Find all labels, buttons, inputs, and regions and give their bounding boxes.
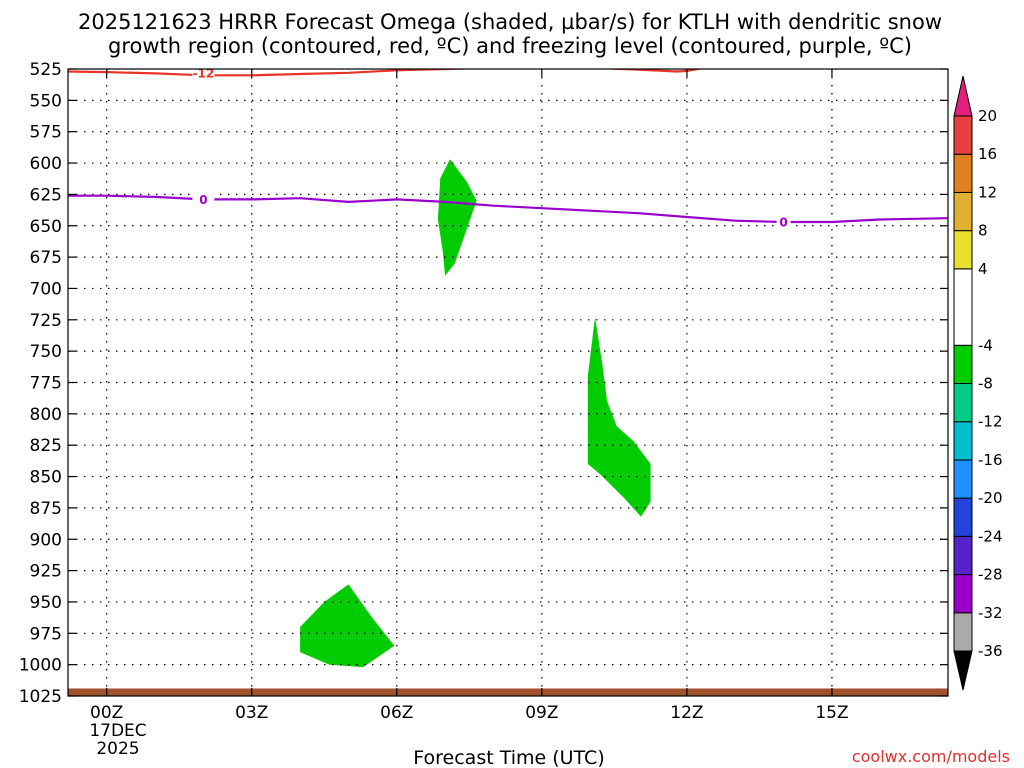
- colorbar-label--28: -28: [978, 566, 1003, 584]
- freezing-level-label-2: 0: [779, 215, 787, 229]
- colorbar-label-16: 16: [978, 145, 997, 163]
- colorbar-bin--8-to--4: [953, 344, 973, 384]
- y-tick-label-550: 550: [30, 91, 62, 111]
- x-axis-date-line-1: 17DEC: [89, 721, 146, 741]
- colorbar-bin--32-to--28: [953, 574, 973, 614]
- x-axis-title: Forecast Time (UTC): [413, 747, 604, 768]
- y-tick-label-1025: 1025: [19, 687, 62, 707]
- colorbar-top-triangle: [953, 75, 973, 117]
- colorbar-label--8: -8: [978, 375, 993, 393]
- y-tick-label-675: 675: [30, 248, 62, 268]
- x-tick-label-12Z: 12Z: [670, 703, 703, 723]
- y-tick-label-775: 775: [30, 374, 62, 394]
- y-tick-label-700: 700: [30, 279, 62, 299]
- colorbar-bottom-triangle: [953, 650, 973, 691]
- y-tick-label-625: 625: [30, 185, 62, 205]
- colorbar-bin-16-to-20: [953, 115, 973, 155]
- colorbar-bin--24-to--20: [953, 497, 973, 537]
- colorbar-label--20: -20: [978, 489, 1003, 507]
- y-tick-label-850: 850: [30, 468, 62, 488]
- x-tick-label-00Z: 00Z: [90, 703, 123, 723]
- colorbar-bin--4-to-4: [953, 268, 973, 346]
- omega-shaded-region-1: [437, 159, 477, 276]
- x-axis-date-line-2: 2025: [96, 739, 139, 759]
- y-tick-label-925: 925: [30, 562, 62, 582]
- colorbar-label--32: -32: [978, 604, 1003, 622]
- colorbar-label--36: -36: [978, 642, 1003, 660]
- colorbar-label-20: 20: [978, 107, 997, 125]
- chart-title-line-2: growth region (contoured, red, ºC) and f…: [108, 34, 912, 58]
- colorbar-bin--20-to--16: [953, 459, 973, 499]
- y-axis-ticks: 525 550 575 600 625 650 675 700 725 750 775 800 825 8…: [19, 60, 948, 707]
- x-axis-ticks: 00Z 03Z 06Z 09Z 12Z 15Z: [90, 69, 849, 723]
- colorbar-label--4: -4: [978, 336, 993, 354]
- terrain-fill: [68, 688, 948, 696]
- freezing-level-label-bg: [192, 192, 215, 207]
- y-tick-label-800: 800: [30, 405, 62, 425]
- y-tick-label-950: 950: [30, 593, 62, 613]
- y-tick-label-725: 725: [30, 311, 62, 331]
- colorbar-label--24: -24: [978, 527, 1003, 545]
- freezing-level-label: 0: [199, 193, 207, 207]
- plot-area: -12 0 0: [67, 66, 949, 697]
- colorbar-bin-12-to-16: [953, 153, 973, 193]
- chart-title-line-1: 2025121623 HRRR Forecast Omega (shaded, …: [78, 10, 942, 34]
- omega-shaded-region-2: [587, 317, 651, 517]
- freezing-level-label-bg-2: [776, 214, 791, 229]
- colorbar-bin--12-to--8: [953, 383, 973, 423]
- y-tick-label-825: 825: [30, 436, 62, 456]
- colorbar-bin--36-to--32: [953, 612, 973, 652]
- x-tick-label-06Z: 06Z: [380, 703, 413, 723]
- x-tick-label-09Z: 09Z: [525, 703, 558, 723]
- credit-link[interactable]: coolwx.com/models: [852, 747, 1010, 766]
- dendritic-growth-region-label-bg: [192, 69, 215, 80]
- y-tick-label-575: 575: [30, 123, 62, 143]
- colorbar: -36 -32 -28 -24 -20 -16 -12 -8 -4 4 8 12 16 20: [953, 75, 1003, 691]
- dendritic-growth-region-contour: [68, 69, 704, 77]
- y-tick-label-650: 650: [30, 217, 62, 237]
- colorbar-label-12: 12: [978, 183, 997, 201]
- colorbar-bin-8-to-12: [953, 191, 973, 232]
- y-tick-label-875: 875: [30, 499, 62, 519]
- colorbar-label-8: 8: [978, 222, 988, 240]
- colorbar-label-4: 4: [978, 260, 988, 278]
- y-tick-label-600: 600: [30, 154, 62, 174]
- colorbar-label--12: -12: [978, 413, 1003, 431]
- x-tick-label-03Z: 03Z: [235, 703, 268, 723]
- y-tick-label-900: 900: [30, 530, 62, 550]
- y-tick-label-525: 525: [30, 60, 62, 80]
- colorbar-bin--16-to--12: [953, 421, 973, 461]
- x-tick-label-15Z: 15Z: [815, 703, 848, 723]
- plot-inner: -12 0 0: [68, 66, 948, 696]
- colorbar-bin--28-to--24: [953, 535, 973, 576]
- omega-shaded-region-3: [300, 584, 395, 668]
- y-tick-label-975: 975: [30, 624, 62, 644]
- y-tick-label-1000: 1000: [19, 656, 62, 676]
- dendritic-growth-region-label: -12: [193, 66, 215, 80]
- colorbar-bin-4-to-8: [953, 230, 973, 270]
- colorbar-label--16: -16: [978, 451, 1003, 469]
- y-tick-label-750: 750: [30, 342, 62, 362]
